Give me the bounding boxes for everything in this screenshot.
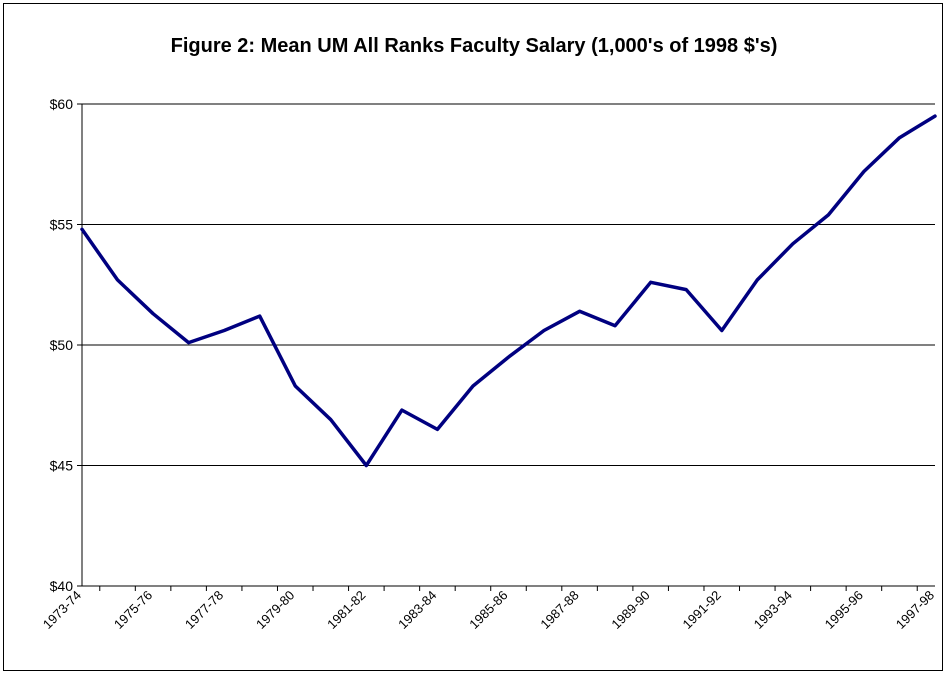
x-tick-label: 1973-74	[40, 588, 84, 632]
x-tick-label: 1975-76	[111, 588, 155, 632]
x-tick-label: 1987-88	[537, 588, 581, 632]
chart-frame	[3, 3, 943, 671]
y-axis-ticks: $40 $45 $50 $55 $60	[50, 96, 82, 594]
x-tick-label: 1991-92	[680, 588, 724, 632]
chart-title: Figure 2: Mean UM All Ranks Faculty Sala…	[171, 35, 778, 57]
x-tick-label: 1997-98	[893, 588, 937, 632]
x-tick-label: 1989-90	[608, 588, 652, 632]
y-tick-label: $55	[50, 217, 74, 233]
x-tick-label: 1981-82	[324, 588, 368, 632]
x-axis-ticks: 1973-74 1975-76 1977-78 1979-80 1981-82 1983-…	[40, 586, 937, 632]
x-tick-label: 1979-80	[253, 588, 297, 632]
y-tick-label: $60	[50, 96, 74, 112]
series-line	[80, 114, 937, 468]
y-tick-label: $40	[50, 578, 74, 594]
x-tick-label: 1977-78	[182, 588, 226, 632]
x-tick-label: 1985-86	[466, 588, 510, 632]
x-tick-label: 1995-96	[822, 588, 866, 632]
gridlines	[82, 103, 935, 466]
series-group	[80, 114, 937, 468]
x-tick-label: 1983-84	[395, 588, 439, 632]
x-tick-label: 1993-94	[751, 588, 795, 632]
y-tick-label: $50	[50, 337, 74, 353]
y-tick-label: $45	[50, 458, 74, 474]
